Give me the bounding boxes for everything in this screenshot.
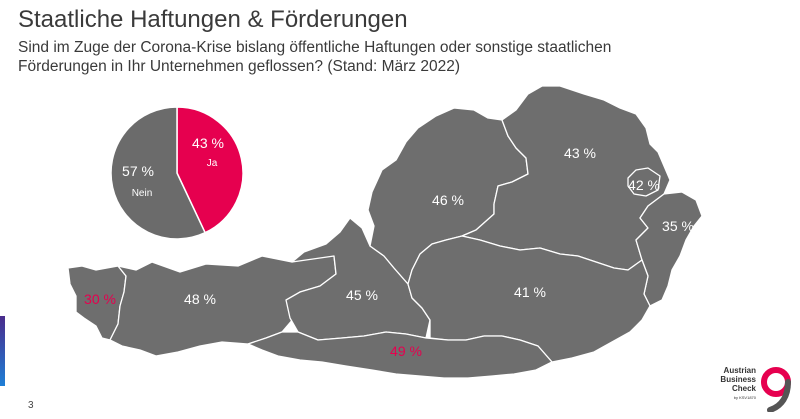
- map-region-burgenland: [635, 191, 703, 307]
- logo-line-3: Check: [731, 384, 756, 393]
- map-region-kaernten: [247, 331, 553, 379]
- page-title: Staatliche Haftungen & Förderungen: [18, 6, 408, 33]
- logo-line-1: Austrian: [723, 366, 756, 375]
- page-number: 3: [28, 400, 34, 411]
- map-region-wien: [627, 167, 661, 197]
- austria-map: 30 % 48 % 45 % 46 % 43 % 42 % 35 % 41 % 49 %: [67, 85, 703, 379]
- map-label-niederoesterreich: 43 %: [564, 145, 596, 161]
- logo-line-4: by KSV1870: [733, 395, 756, 400]
- pie-slice-nein: [110, 106, 207, 240]
- subtitle-line-1: Sind im Zuge der Corona-Krise bislang öf…: [18, 39, 612, 56]
- logo-text: Austrian Business Check by KSV1870: [720, 366, 756, 402]
- brand-logo: Austrian Business Check by KSV1870: [700, 364, 796, 416]
- side-accent-bar: [0, 316, 5, 386]
- map-region-tirol: [109, 253, 337, 357]
- map-label-vorarlberg: 30 %: [84, 291, 116, 307]
- map-label-kaernten: 49 %: [390, 343, 422, 359]
- pie-value-nein: 57 %: [122, 163, 154, 179]
- map-label-salzburg: 45 %: [346, 287, 378, 303]
- pie-category-nein: Nein: [132, 188, 153, 199]
- pie-category-ja: Ja: [207, 158, 218, 169]
- page-subtitle: Sind im Zuge der Corona-Krise bislang öf…: [18, 38, 738, 76]
- map-label-steiermark: 41 %: [514, 284, 546, 300]
- logo-mark-icon: [761, 367, 791, 412]
- map-label-wien: 42 %: [628, 177, 660, 193]
- subtitle-line-2: Förderungen in Ihr Unternehmen geflossen…: [18, 58, 460, 75]
- pie-value-ja: 43 %: [192, 135, 224, 151]
- map-label-tirol: 48 %: [184, 291, 216, 307]
- map-label-oberoesterreich: 46 %: [432, 192, 464, 208]
- pie-chart: 43 % Ja 57 % Nein: [110, 106, 244, 240]
- pie-slice-ja: [176, 106, 244, 234]
- logo-line-2: Business: [720, 375, 756, 384]
- map-label-burgenland: 35 %: [662, 218, 694, 234]
